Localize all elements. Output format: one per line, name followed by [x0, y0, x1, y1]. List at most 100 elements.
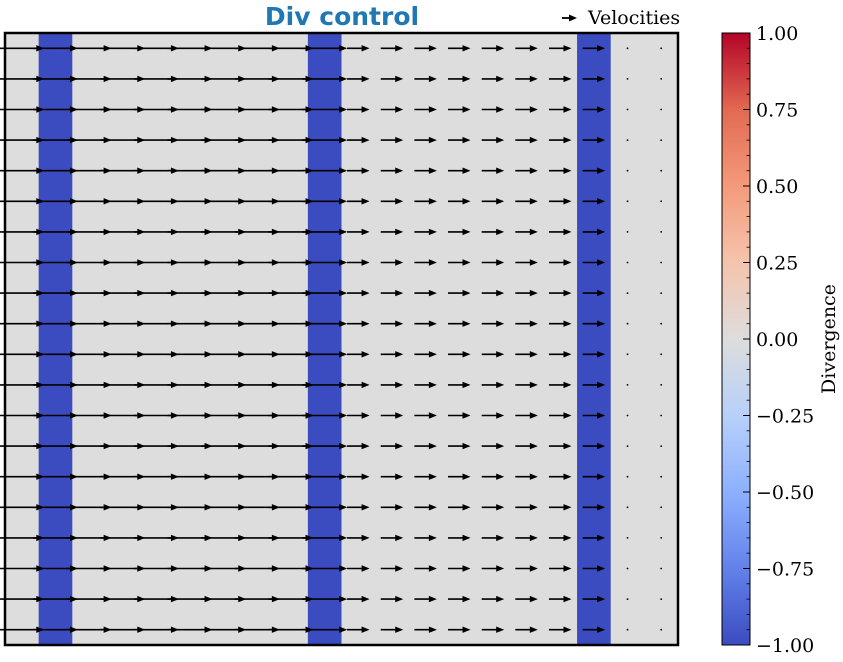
velocity-arrow: [626, 169, 629, 172]
velocity-arrow: [302, 595, 348, 603]
velocity-arrow: [347, 351, 370, 358]
velocity-arrow: [347, 595, 370, 603]
velocity-arrow-dot: [626, 567, 629, 570]
velocity-arrow-head: [563, 228, 572, 236]
velocity-arrow-head: [597, 534, 606, 542]
velocity-arrow-head: [361, 75, 370, 83]
velocity-arrow: [380, 198, 404, 205]
velocity-arrow-head: [529, 289, 538, 297]
velocity-arrow-head: [428, 167, 437, 174]
velocity-arrow: [548, 626, 572, 633]
velocity-arrow-dot: [626, 598, 629, 600]
velocity-arrow: [626, 567, 629, 570]
velocity-arrow-head: [428, 534, 437, 542]
velocity-arrow-head: [428, 45, 437, 52]
velocity-arrow-head: [597, 565, 606, 572]
velocity-arrow-head: [428, 198, 437, 205]
velocity-arrow-head: [496, 106, 505, 113]
velocity-arrow: [626, 78, 629, 80]
velocity-arrow-head: [339, 381, 348, 389]
velocity-arrow-head: [529, 45, 538, 52]
velocity-arrow: [481, 442, 505, 450]
velocity-arrow: [414, 75, 437, 83]
velocity-arrow-head: [597, 167, 606, 174]
velocity-arrow: [380, 565, 404, 572]
velocity-arrow-dot: [626, 200, 629, 203]
velocity-arrow-head: [428, 259, 437, 266]
velocity-arrow: [380, 320, 404, 327]
velocity-arrow-dot: [660, 292, 663, 294]
velocity-arrow: [302, 320, 348, 327]
velocity-arrow-head: [395, 289, 404, 297]
velocity-arrow-head: [462, 136, 471, 144]
velocity-arrow-head: [529, 75, 538, 83]
velocity-arrow: [414, 412, 437, 419]
velocity-arrow: [626, 445, 629, 447]
velocity-arrow-head: [462, 381, 471, 389]
velocity-arrow-head: [496, 595, 505, 603]
velocity-arrow: [548, 381, 572, 389]
velocity-arrow: [582, 626, 606, 633]
velocity-arrow-head: [462, 198, 471, 205]
velocity-arrow-head: [339, 228, 348, 236]
velocity-arrow-head: [339, 351, 348, 358]
velocity-arrow: [582, 228, 606, 236]
velocity-arrow: [660, 200, 663, 203]
velocity-arrow-dot: [660, 200, 663, 203]
velocity-arrow-dot: [660, 169, 663, 172]
velocity-arrow: [380, 75, 404, 83]
velocity-arrow: [582, 565, 606, 572]
divergence-cell-col-6: [206, 33, 242, 645]
velocity-arrow: [347, 136, 370, 144]
velocity-arrow-dot: [626, 261, 629, 264]
velocity-arrow: [660, 139, 663, 142]
colorbar-tick-label: −0.50: [756, 482, 814, 504]
divergence-field: [5, 33, 679, 645]
velocity-arrow: [582, 320, 606, 327]
velocity-arrow-head: [462, 259, 471, 266]
velocity-arrow: [548, 442, 572, 450]
velocity-arrow-head: [496, 504, 505, 511]
velocity-arrow-head: [597, 473, 606, 480]
velocity-arrow: [515, 442, 538, 450]
velocity-arrow: [380, 351, 404, 358]
velocity-arrow: [548, 351, 572, 358]
velocity-arrow-head: [462, 442, 471, 450]
velocity-arrow-head: [529, 351, 538, 358]
velocity-arrow: [380, 106, 404, 113]
velocity-arrow: [626, 108, 629, 111]
divergence-cell-col-1: [38, 33, 73, 645]
velocity-arrow-head: [563, 534, 572, 542]
velocity-arrow-head: [462, 412, 471, 419]
velocity-arrow: [481, 45, 505, 52]
velocity-arrow-head: [395, 167, 404, 174]
velocity-arrow-head: [597, 228, 606, 236]
velocity-arrow: [481, 504, 505, 511]
velocity-arrow: [481, 412, 505, 419]
velocity-arrow-dot: [626, 353, 629, 356]
velocity-arrow: [515, 504, 538, 511]
velocity-arrow-head: [529, 381, 538, 389]
divergence-cell-col-9: [307, 33, 343, 645]
velocity-arrow: [548, 473, 572, 480]
velocity-arrow: [515, 381, 538, 389]
velocity-arrow-head: [529, 442, 538, 450]
velocity-arrow: [582, 473, 606, 480]
velocity-arrow: [302, 565, 348, 572]
velocity-arrow: [347, 75, 370, 83]
velocity-arrow-head: [395, 228, 404, 236]
velocity-arrow-head: [361, 106, 370, 113]
velocity-arrow-head: [597, 106, 606, 113]
velocity-arrow: [582, 412, 606, 419]
velocity-arrow-head: [339, 626, 348, 633]
velocity-arrow-head: [428, 228, 437, 236]
velocity-arrow: [582, 534, 606, 542]
velocity-arrow: [660, 261, 663, 264]
velocity-arrow: [347, 45, 370, 52]
velocity-arrow-dot: [660, 231, 663, 233]
velocity-arrow: [548, 198, 572, 205]
velocity-arrow: [515, 320, 538, 327]
velocity-arrow: [347, 106, 370, 113]
velocity-arrow: [347, 565, 370, 572]
velocity-arrow: [414, 228, 437, 236]
